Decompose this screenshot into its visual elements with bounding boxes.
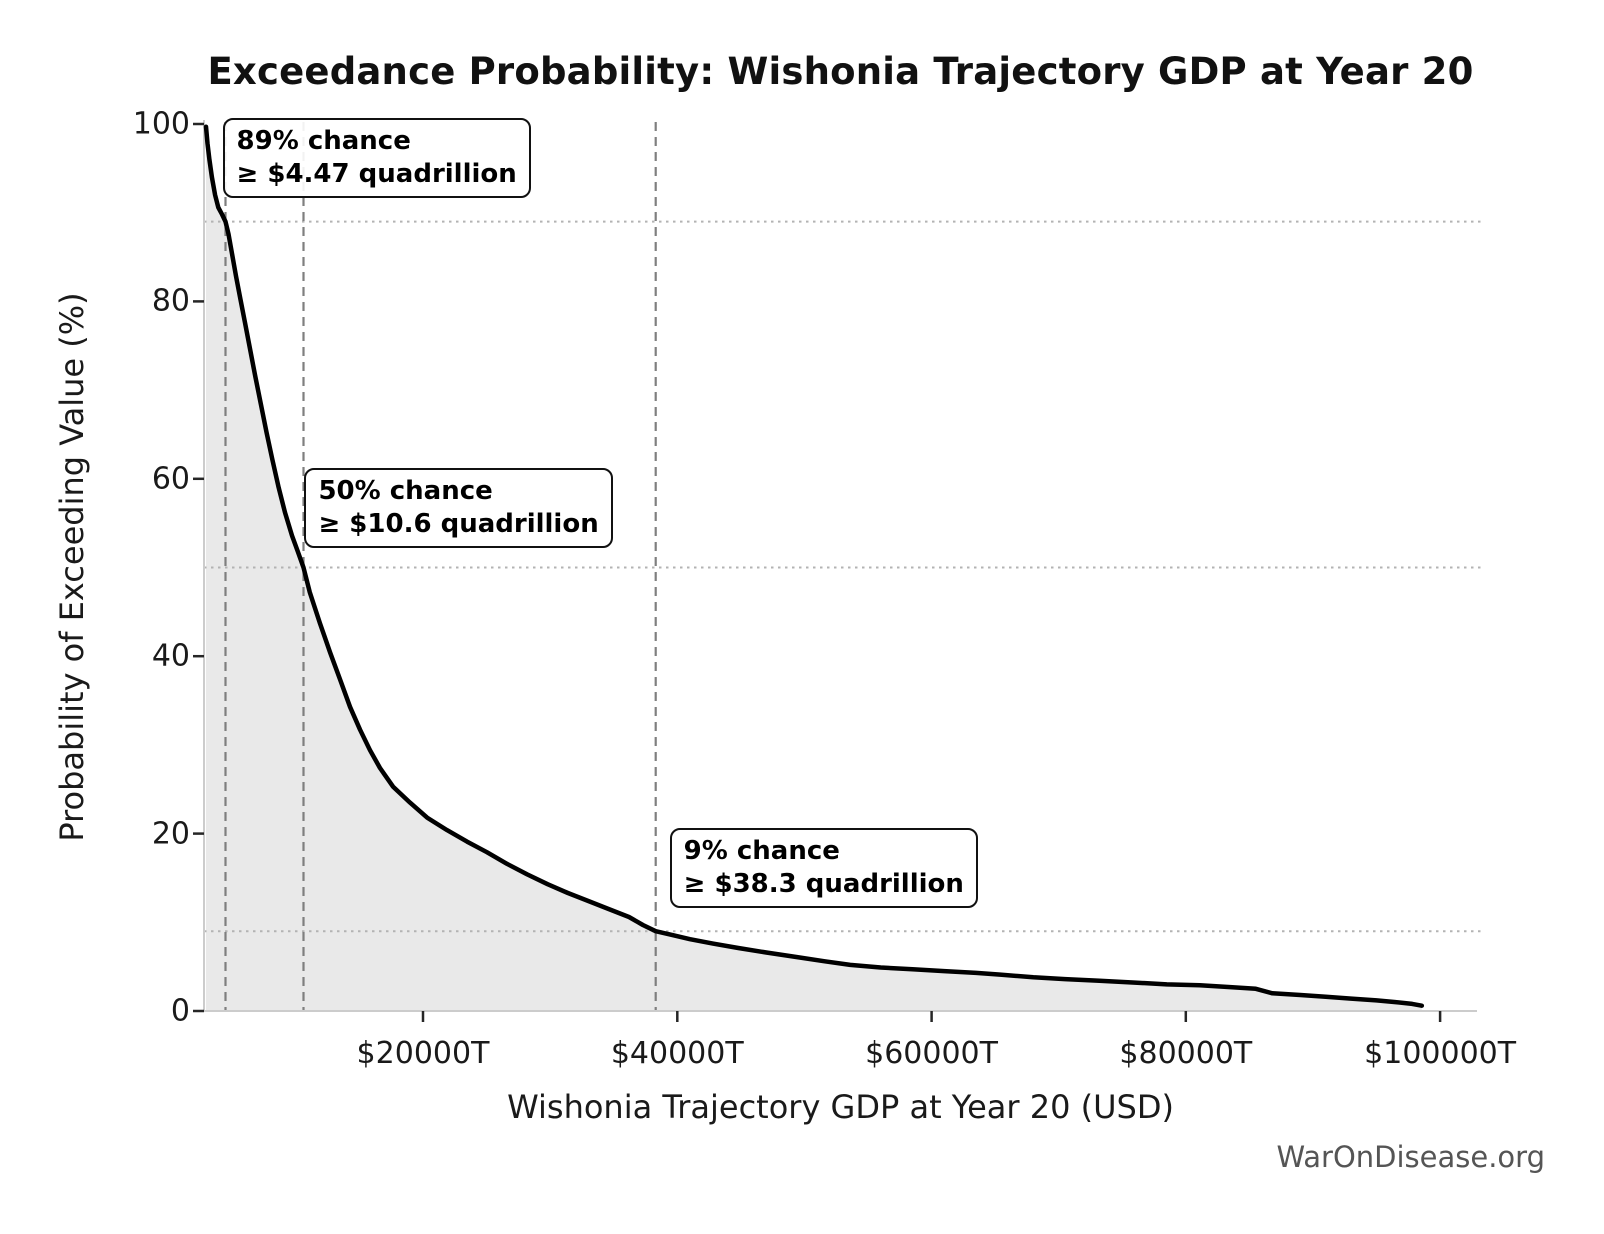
exceedance-curve	[203, 124, 1425, 1008]
x-tick-label: $60000T	[865, 1036, 998, 1071]
annotation-50pct: 50% chance ≥ $10.6 quadrillion	[304, 468, 613, 548]
watermark-text: WarOnDisease.org	[1276, 1140, 1545, 1174]
y-tick-label: 80	[151, 283, 190, 319]
y-tick-label: 40	[151, 638, 190, 674]
annotation-line2: ≥ $10.6 quadrillion	[318, 508, 599, 539]
x-axis-label: Wishonia Trajectory GDP at Year 20 (USD)	[507, 1088, 1174, 1126]
annotation-line1: 89% chance	[236, 126, 411, 156]
annotation-9pct: 9% chance ≥ $38.3 quadrillion	[669, 828, 978, 908]
area-fill	[205, 126, 1422, 1011]
annotation-line1: 9% chance	[683, 836, 840, 866]
y-tick-label: 20	[151, 816, 190, 852]
annotation-line2: ≥ $38.3 quadrillion	[683, 868, 964, 899]
y-tick-label: 60	[151, 461, 190, 497]
annotation-line2: ≥ $4.47 quadrillion	[236, 158, 517, 189]
x-tick-label: $80000T	[1119, 1036, 1253, 1071]
y-tick-label: 0	[170, 993, 190, 1029]
x-tick-label: $100000T	[1364, 1036, 1517, 1071]
annotation-line1: 50% chance	[318, 476, 493, 506]
annotation-89pct: 89% chance ≥ $4.47 quadrillion	[222, 118, 531, 198]
chart-title: Exceedance Probability: Wishonia Traject…	[207, 50, 1474, 93]
y-axis-label: Probability of Exceeding Value (%)	[53, 292, 91, 842]
y-tick-label: 100	[132, 106, 190, 142]
x-tick-label: $40000T	[610, 1036, 744, 1071]
x-tick-label: $20000T	[356, 1036, 490, 1071]
